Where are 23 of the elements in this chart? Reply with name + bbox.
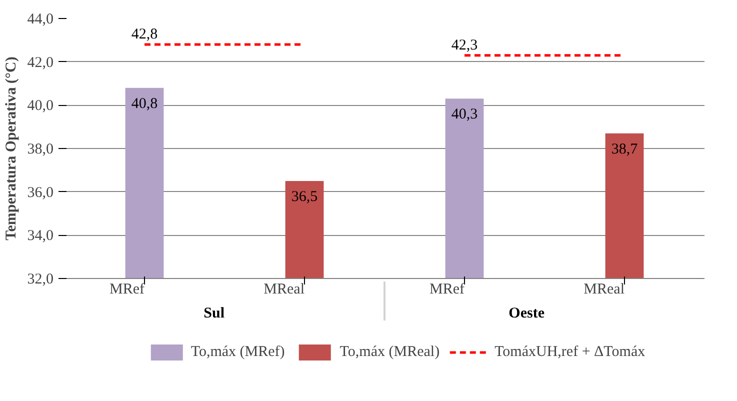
text: Sul [204,306,225,322]
data-label: 42,3 [451,37,478,54]
data-label: 38,7 [611,141,638,158]
legend-label: TomáxUH,ref + ΔTomáx [494,344,646,360]
y-tick-label: 34,0 [27,228,54,244]
x-tick-label: MRef [430,282,465,298]
data-label: 40,8 [131,96,158,112]
x-tick-label: MReal [584,282,625,298]
y-axis-title: Temperatura Operativa (°C) [3,56,20,240]
legend-label: To,máx (MReal) [340,344,440,360]
y-tick-label: 42,0 [27,54,54,71]
x-tick-label: MRef [110,282,145,298]
x-tick-label: MReal [264,282,305,298]
data-label: 36,5 [291,189,318,205]
y-tick-label: 32,0 [27,272,54,288]
text: Oeste [508,306,545,322]
y-tick-label: 40,0 [27,98,54,114]
y-tick-label: 36,0 [27,184,54,201]
legend-label: To,máx (MRef) [190,344,285,360]
data-label: 42,8 [131,26,158,42]
y-tick-label: 44,0 [27,12,54,28]
data-label: 40,3 [451,106,478,123]
y-tick-label: 38,0 [27,142,54,158]
